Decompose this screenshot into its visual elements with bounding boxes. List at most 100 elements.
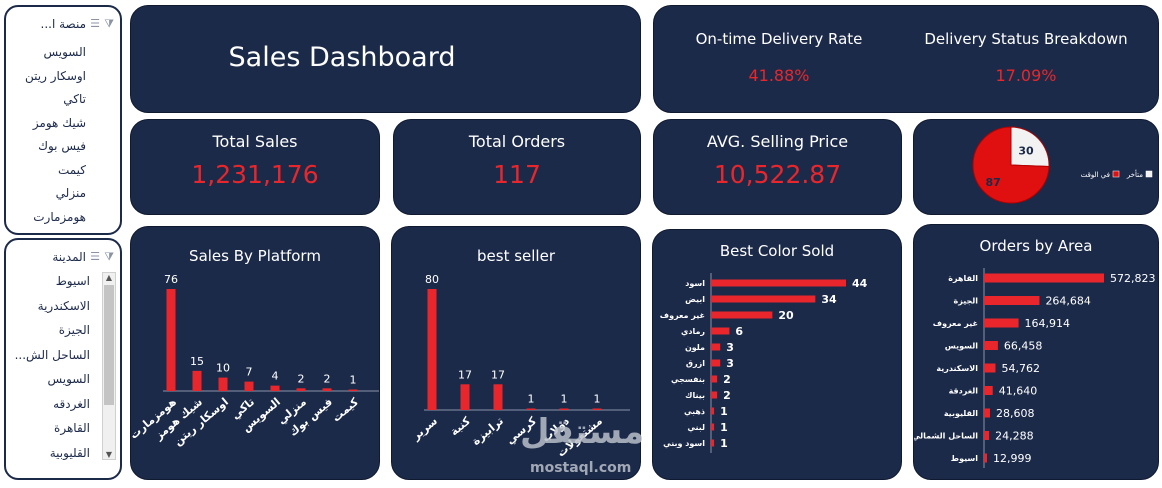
orders-by-area-card: Orders by Area القاهرة 572,823 الجيزة 264,6… — [913, 224, 1159, 480]
legend-label: في الوقت — [1081, 171, 1110, 179]
total-sales-card: Total Sales 1,231,176 — [130, 119, 380, 215]
data-label: 3 — [726, 341, 734, 354]
platform-slicer-item[interactable]: اوسكار ريتن — [25, 68, 86, 83]
scrollbar-down-arrow[interactable]: ▼ — [105, 450, 113, 459]
data-label: 7 — [246, 366, 253, 379]
data-label: 2 — [324, 372, 331, 385]
bar — [711, 295, 816, 303]
bar — [984, 296, 1040, 305]
data-label: 164,914 — [1025, 317, 1071, 330]
city-slicer: ⧩ ☰ المدينة ▲ ▼ اسيوط الاسكندرية الجيزة الس… — [4, 238, 122, 480]
category-label: كيمت — [330, 395, 362, 425]
bar — [493, 384, 503, 410]
category-label: الاسكندرية — [936, 364, 978, 373]
data-label: 54,762 — [1001, 362, 1040, 375]
dashboard-title: Sales Dashboard — [228, 42, 456, 73]
platform-slicer-item[interactable]: تاكي — [63, 92, 86, 106]
platform-slicer-item[interactable]: منزلي — [55, 186, 86, 200]
scrollbar-thumb[interactable] — [104, 285, 114, 405]
slice-label: 30 — [1018, 145, 1034, 158]
platform-slicer-item[interactable]: كيمت — [57, 162, 86, 177]
data-label: 15 — [190, 355, 204, 368]
city-slicer-item[interactable]: الجيزة — [58, 323, 90, 337]
bar — [711, 391, 718, 399]
bar — [711, 407, 715, 415]
legend-swatch — [1112, 170, 1120, 178]
orders-by-area-title: Orders by Area — [979, 237, 1093, 255]
category-label: السويس — [945, 342, 978, 352]
bar — [984, 408, 990, 418]
bar — [711, 359, 721, 367]
pie-slice — [1010, 126, 1050, 168]
total-sales-label: Total Sales — [212, 132, 298, 151]
data-label: 66,458 — [1004, 340, 1043, 353]
data-label: 20 — [778, 309, 794, 322]
ontime-delivery-value: 41.88% — [748, 66, 810, 85]
category-label: اسود وبني — [663, 439, 705, 448]
watermark-domain: mostaql.com — [530, 460, 632, 476]
bar — [984, 318, 1019, 328]
bar — [296, 388, 306, 391]
category-label: بنفسجي — [671, 375, 705, 384]
data-label: 1 — [594, 392, 601, 405]
platform-slicer-item[interactable]: هومزمارت — [33, 209, 86, 224]
delivery-status-label: Delivery Status Breakdown — [924, 30, 1128, 48]
data-label: 2 — [298, 372, 305, 385]
total-orders-label: Total Orders — [468, 132, 566, 151]
pie-slice — [972, 126, 1050, 204]
bar — [192, 370, 202, 391]
best-color-chart: اسود 44 ابيض 34 غير معروف 20 رمادي 6 ملون 3 ازرق 3 ب… — [660, 273, 868, 453]
clear-filter-icon[interactable]: ⧩ — [104, 17, 114, 30]
city-slicer-item[interactable]: السويس — [47, 372, 90, 386]
category-label: كنبة — [448, 414, 474, 439]
platform-slicer-item[interactable]: شيك هومز — [32, 115, 86, 130]
best-seller-chart: 80سرير17كنبة17ترابيزة1كرسي1دولاب1مشتغولا… — [409, 273, 630, 460]
bar — [711, 439, 715, 447]
slice-label: 87 — [986, 176, 1001, 189]
multi-select-icon[interactable]: ☰ — [90, 250, 100, 263]
avg-price-label: AVG. Selling Price — [706, 132, 849, 151]
data-label: 10 — [216, 362, 230, 375]
clear-filter-icon[interactable]: ⧩ — [104, 250, 114, 263]
city-slicer-scrollbar[interactable]: ▲ ▼ — [102, 272, 116, 460]
multi-select-icon[interactable]: ☰ — [90, 17, 100, 30]
platform-slicer-item[interactable]: السويس — [43, 45, 86, 59]
category-label: رمادي — [681, 327, 705, 336]
best-color-card: Best Color Sold اسود 44 ابيض 34 غير معروف 20 ر… — [652, 229, 902, 480]
data-label: 1 — [720, 437, 728, 450]
data-label: 1 — [720, 421, 728, 434]
avg-price-card: AVG. Selling Price 10,522.87 — [653, 119, 902, 215]
city-slicer-item[interactable]: الاسكندرية — [37, 298, 90, 313]
platform-slicer-item[interactable]: فيس بوك — [38, 139, 86, 153]
bar — [559, 408, 569, 410]
category-label: اسيوط — [951, 454, 978, 463]
platform-slicer-title: منصة ا... — [40, 17, 86, 31]
category-label: القاهرة — [948, 274, 978, 283]
data-label: 28,608 — [996, 407, 1035, 420]
bar — [592, 408, 602, 410]
total-sales-value: 1,231,176 — [191, 160, 319, 189]
best-seller-card: best seller 80 سرير 17 كنبة 17 ترابيزة 1 كرسي 1 د… — [391, 226, 641, 480]
bar — [348, 389, 358, 391]
orders-by-area-chart: القاهرة 572,823 الجيزة 264,684 غير معروف 164,… — [914, 268, 1156, 468]
category-label: ترابيزة — [469, 414, 505, 448]
watermark-brand: مستقل — [520, 412, 645, 452]
scrollbar-up-arrow[interactable]: ▲ — [105, 273, 113, 282]
data-label: 1 — [561, 392, 568, 405]
bar — [460, 384, 470, 410]
city-slicer-item[interactable]: الساحل الش... — [14, 347, 90, 362]
bar — [711, 375, 718, 383]
category-label: سرير — [409, 414, 440, 443]
city-slicer-item[interactable]: اسيوط — [55, 274, 90, 288]
sales-by-platform-card: Sales By Platform 76 هومزمارت 15 شيك هومز 10… — [130, 226, 380, 480]
data-label: 17 — [491, 368, 505, 381]
city-slicer-item[interactable]: القاهرة — [54, 421, 90, 435]
city-slicer-item[interactable]: الغردقه — [53, 396, 90, 411]
data-label: 12,999 — [993, 452, 1032, 465]
bar — [427, 289, 437, 410]
data-label: 2 — [723, 373, 731, 386]
bar — [526, 408, 536, 410]
city-slicer-item[interactable]: القليوبية — [49, 445, 90, 460]
bar — [984, 363, 996, 373]
